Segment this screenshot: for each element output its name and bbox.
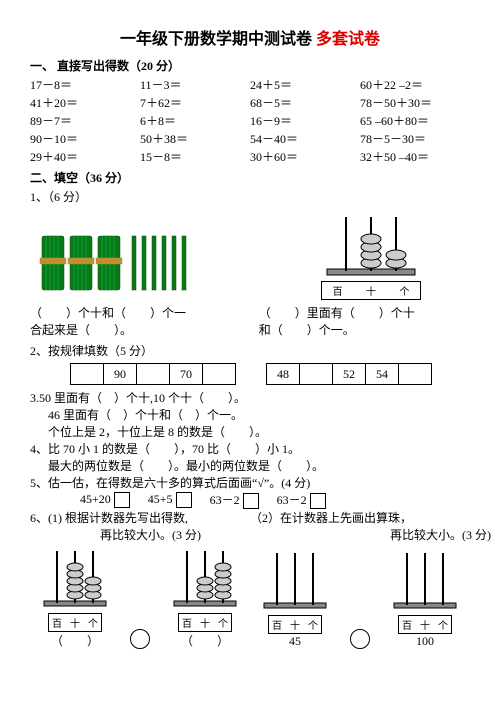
compare-circle-2 [350,629,370,649]
arith-cell: 6＋8＝ [140,112,250,129]
section1-head: 一、 直接写出得数（20 分） [30,57,470,74]
q2-3-l2: 46 里面有（ ）个十和（ ）个一。 [48,406,470,423]
rule-cell [137,364,170,384]
arith-cell: 11－3＝ [140,76,250,93]
q2-1-text-row: （ ）个十和（ ）个一 合起来是（ ）。 （ ）里面有（ ）个十 和（ ）个一。 [30,304,470,338]
q2-6-head-row: 6、(1) 根据计数器先写出得数, （2）在计数器上先画出算珠， [30,509,470,526]
q2-4-l2: 最大的两位数是（ ）。最小的两位数是（ ）。 [48,457,470,474]
abacus-d: 百十个 100 [390,549,460,649]
compare-circle-1 [130,629,150,649]
rule-cell: 52 [333,364,366,384]
arithmetic-grid: 17－8＝11－3＝24＋5＝60＋22 –2＝ 41＋20＝7＋62＝68－5＝… [30,76,470,165]
arith-cell: 24＋5＝ [250,76,360,93]
arith-cell: 68－5＝ [250,94,360,111]
abacus-right: 百十个 [321,211,421,300]
section2-head: 二、填空（36 分） [30,169,470,186]
abacus-c: 百十个 45 [260,549,330,649]
arith-cell: 32＋50 –40＝ [360,148,470,165]
q2-1-figure-row: 百十个 [30,211,470,300]
rule-cell [399,364,431,384]
q2-4-l1: 4、比 70 小 1 的数是（ ），70 比（ ）小 1。 [30,440,470,457]
arith-cell: 7＋62＝ [140,94,250,111]
q2-5-items: 45+20 45+5 63－2 63－2 [80,491,470,509]
arith-cell: 16－9＝ [250,112,360,129]
q2-3-l1: 3.50 里面有（ ）个十,10 个十（ ）。 [30,389,470,406]
q2-2-head: 2、按规律填数（5 分） [30,342,470,359]
q2-1-head: 1、（6 分） [30,188,470,205]
q2-6-abacus-row: 百十个 （ ） 百十个 （ ） 百十个 45 [30,547,470,649]
rule-tables: 90 70 48 5254 [70,363,470,385]
arith-cell: 90－10＝ [30,130,140,147]
page-title: 一年级下册数学期中测试卷 多套试卷 [30,25,470,49]
arith-cell: 29＋40＝ [30,148,140,165]
arith-cell: 15－8＝ [140,148,250,165]
rule-cell [300,364,333,384]
arith-cell: 54－40＝ [250,130,360,147]
rule-cell [203,364,235,384]
arith-cell: 30＋60＝ [250,148,360,165]
arith-cell: 50＋38＝ [140,130,250,147]
rule-cell: 90 [104,364,137,384]
q2-6-sub-row: 再比较大小。(3 分) 再比较大小。(3 分) [30,526,470,543]
q2-5-head: 5、估一估，在得数是六十多的算式后面画“√”。(4 分) [30,474,470,491]
q2-3-l3: 个位上是 2，十位上是 8 的数是（ ）。 [48,423,470,440]
rule-cell: 54 [366,364,399,384]
arith-cell: 78－50＋30＝ [360,94,470,111]
abacus-a: 百十个 （ ） [40,547,110,649]
arith-cell: 17－8＝ [30,76,140,93]
arith-cell: 89－7＝ [30,112,140,129]
rule-cell: 70 [170,364,203,384]
sticks-figure [30,226,272,300]
rule-cell: 48 [267,364,300,384]
abacus-b: 百十个 （ ） [170,547,240,649]
arith-cell: 78－5－30＝ [360,130,470,147]
arith-cell: 60＋22 –2＝ [360,76,470,93]
arith-cell: 41＋20＝ [30,94,140,111]
arith-cell: 65 –60＋80＝ [360,112,470,129]
rule-cell [71,364,104,384]
